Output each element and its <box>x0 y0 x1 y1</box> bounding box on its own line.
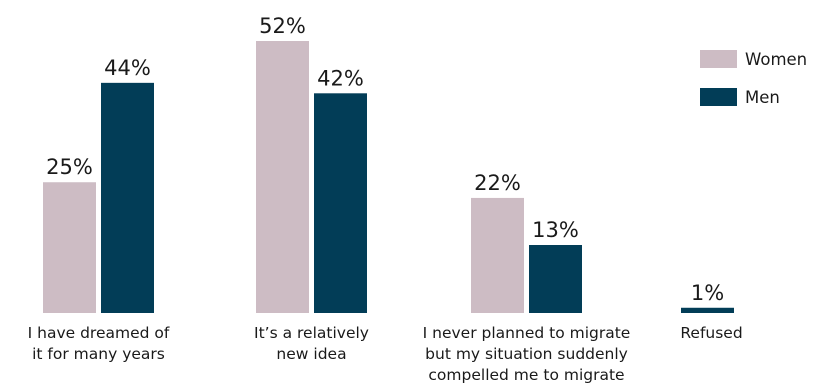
value-labels-group: 25% 44% 52% 42% 22% 13% 1% <box>46 14 724 305</box>
value-label-men-1: 42% <box>317 66 364 90</box>
bar-men-1 <box>314 93 367 313</box>
value-label-men-3: 1% <box>691 281 724 305</box>
value-label-women-1: 52% <box>259 14 306 38</box>
legend: Women Men <box>700 50 807 107</box>
legend-swatch-men <box>700 88 737 106</box>
category-labels-group: I have dreamed of it for many years It’s a… <box>28 324 743 384</box>
value-label-men-0: 44% <box>104 56 151 80</box>
legend-swatch-women <box>700 50 737 68</box>
bar-women-2 <box>471 197 524 313</box>
category-label-2: I never planned to migrate but my situati… <box>423 324 631 384</box>
category-label-1: It’s a relatively new idea <box>254 324 369 363</box>
legend-label-men: Men <box>745 88 780 107</box>
bars-group <box>43 41 734 313</box>
bar-men-3 <box>681 307 734 313</box>
category-label-3: Refused <box>680 324 742 342</box>
legend-label-women: Women <box>745 50 807 69</box>
bar-men-0 <box>101 82 154 313</box>
value-label-men-2: 13% <box>532 218 579 242</box>
category-label-0: I have dreamed of it for many years <box>28 324 170 363</box>
bar-women-0 <box>43 182 96 313</box>
value-label-women-0: 25% <box>46 155 93 179</box>
value-label-women-2: 22% <box>474 171 521 195</box>
bar-men-2 <box>529 245 582 313</box>
bar-women-1 <box>256 41 309 313</box>
